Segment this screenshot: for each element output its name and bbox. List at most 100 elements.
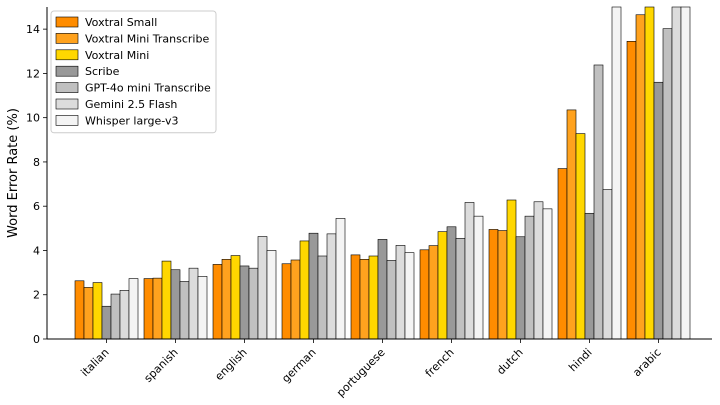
bar — [248, 267, 259, 340]
bar — [611, 6, 622, 340]
x-tick-label: hindi — [566, 346, 594, 374]
bar — [74, 280, 85, 340]
x-tick-label: spanish — [142, 346, 181, 385]
y-axis-ticks: 0 2 4 6 8 10 12 14 — [26, 23, 47, 346]
bar — [437, 231, 448, 340]
y-tick-label: 8 — [33, 156, 40, 169]
x-tick-label: german — [279, 346, 318, 385]
bar — [152, 277, 163, 340]
bars — [74, 6, 691, 340]
legend-label: Whisper large-v3 — [85, 114, 178, 127]
y-tick-label: 12 — [26, 67, 40, 80]
bar — [212, 264, 223, 340]
x-tick-label: french — [423, 346, 457, 380]
bar — [317, 255, 328, 340]
bar — [515, 236, 526, 340]
bar — [170, 269, 181, 340]
bar — [533, 201, 544, 340]
legend-swatch — [55, 16, 79, 28]
bar — [524, 215, 535, 340]
legend-swatch — [55, 33, 79, 44]
bar — [128, 278, 139, 340]
bar — [179, 281, 190, 340]
bar — [239, 265, 250, 340]
bar — [299, 240, 310, 340]
x-axis-ticks: italian spanish english german portuguese fre… — [78, 339, 664, 400]
bar — [308, 232, 319, 340]
y-tick-label: 14 — [26, 23, 40, 36]
bar — [593, 64, 604, 340]
bar — [326, 233, 337, 340]
bar — [497, 230, 508, 340]
x-tick-label: portuguese — [334, 346, 388, 400]
legend-swatch — [55, 49, 79, 61]
legend: Voxtral Small Voxtral Mini Transcribe Voxt… — [50, 10, 217, 134]
bar — [83, 287, 94, 340]
bar — [350, 254, 361, 340]
bar — [290, 259, 301, 340]
bar — [446, 226, 457, 340]
legend-swatch — [55, 65, 79, 77]
bar — [506, 199, 517, 340]
bar — [542, 208, 553, 340]
bar — [671, 6, 682, 340]
x-tick-label: english — [212, 346, 249, 383]
legend-label: Gemini 2.5 Flash — [85, 98, 177, 111]
bar — [161, 260, 172, 340]
y-tick-label: 2 — [33, 289, 40, 302]
bar — [368, 255, 379, 340]
legend-box — [50, 10, 217, 134]
bar — [92, 282, 103, 340]
bar — [395, 245, 406, 340]
bar — [119, 290, 130, 340]
bar — [602, 189, 613, 340]
legend-label: Scribe — [85, 65, 120, 78]
x-tick-label: italian — [78, 346, 111, 379]
bar — [575, 133, 586, 340]
bar — [257, 236, 268, 340]
bar — [626, 41, 637, 340]
bar — [110, 293, 121, 340]
bar — [653, 81, 664, 340]
y-axis-label: Word Error Rate (%) — [6, 108, 21, 238]
bar — [197, 276, 208, 340]
bar — [566, 109, 577, 340]
bar — [488, 229, 499, 340]
bar — [680, 6, 691, 340]
bar — [266, 250, 277, 340]
y-axis-label-group: Word Error Rate (%) — [6, 108, 21, 238]
bar — [143, 278, 154, 340]
bar — [428, 245, 439, 340]
bar — [188, 267, 199, 340]
legend-label: GPT-4o mini Transcribe — [85, 82, 211, 95]
legend-label: Voxtral Small — [85, 16, 157, 29]
bar — [230, 255, 241, 340]
bar — [377, 239, 388, 340]
bar — [404, 252, 415, 340]
bar — [221, 259, 232, 340]
legend-label: Voxtral Mini — [85, 49, 149, 62]
y-tick-label: 10 — [26, 112, 40, 125]
bar — [419, 249, 430, 340]
y-tick-label: 4 — [33, 244, 40, 257]
bar — [584, 212, 595, 340]
bar — [335, 218, 346, 340]
legend-swatch — [55, 115, 79, 126]
bar — [386, 260, 397, 340]
bar — [662, 28, 673, 340]
bar — [359, 259, 370, 340]
axis-spines — [46, 7, 712, 340]
bar — [473, 215, 484, 340]
x-tick-label: dutch — [494, 346, 525, 377]
bar — [644, 6, 655, 340]
legend-swatch — [55, 82, 79, 93]
bar — [557, 168, 568, 340]
legend-label: Voxtral Mini Transcribe — [85, 32, 209, 45]
bar — [464, 202, 475, 340]
legend-swatch — [55, 98, 79, 110]
x-tick-label: arabic — [630, 346, 663, 379]
bar — [281, 263, 292, 340]
y-tick-label: 6 — [33, 200, 40, 213]
bar — [635, 14, 646, 340]
y-tick-label: 0 — [33, 333, 40, 346]
